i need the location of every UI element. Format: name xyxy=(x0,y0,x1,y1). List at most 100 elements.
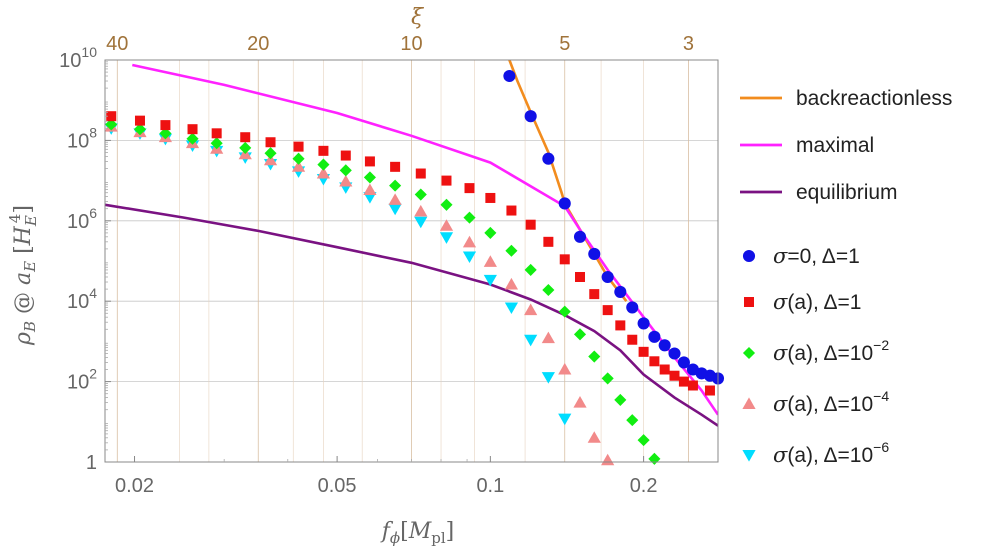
data-point xyxy=(364,156,375,167)
data-point xyxy=(615,320,626,331)
data-point xyxy=(601,270,614,284)
data-point xyxy=(439,219,454,231)
y-tick-label: 106 xyxy=(67,205,97,233)
data-point xyxy=(602,305,613,316)
data-point xyxy=(363,171,376,184)
data-point xyxy=(588,350,601,363)
data-point xyxy=(265,137,276,148)
data-point xyxy=(541,331,555,344)
marker-layer xyxy=(104,69,725,466)
curve-backreactionless xyxy=(508,59,628,302)
legend-label: σ=0, Δ=1 xyxy=(773,244,860,268)
data-point xyxy=(637,317,650,330)
legend-label: backreactionless xyxy=(796,87,952,110)
data-point xyxy=(658,339,671,352)
data-point xyxy=(558,413,572,426)
data-point xyxy=(542,152,555,165)
data-point xyxy=(463,211,476,224)
data-point xyxy=(240,132,251,143)
legend-label: σ(a), Δ=10−2 xyxy=(773,337,889,365)
legend-label: equilibrium xyxy=(796,181,898,204)
y-axis-label-group: ρB @ aE [HE4] xyxy=(6,205,40,346)
axis-layer: 1 102 104 106 108 1010 0.02 0.05 0.1 0.2 40 20 10 5 3 xyxy=(59,33,694,497)
data-point xyxy=(626,414,639,427)
data-point xyxy=(524,303,538,316)
data-point xyxy=(388,203,402,216)
data-point xyxy=(485,192,496,203)
top-tick-label: 5 xyxy=(559,33,570,55)
legend-marker xyxy=(742,450,756,462)
grid-layer xyxy=(105,60,718,462)
top-tick-label: 10 xyxy=(400,33,422,55)
data-point xyxy=(637,434,650,447)
x-axis-label: fϕ[Mpl] xyxy=(380,519,455,547)
data-point xyxy=(106,111,117,122)
legend-marker xyxy=(742,346,756,360)
data-point xyxy=(340,150,351,161)
y-tick-label: 1 xyxy=(86,452,97,474)
legend: backreactionless maximal equilibrium σ=0, Δ… xyxy=(740,87,952,467)
data-point xyxy=(648,330,661,343)
data-point xyxy=(575,271,586,282)
data-point xyxy=(389,179,402,192)
data-point xyxy=(524,334,538,347)
x-tick-label: 0.02 xyxy=(115,475,154,497)
data-point xyxy=(558,362,572,375)
y-tick-label: 1010 xyxy=(59,44,97,72)
data-point xyxy=(573,230,587,243)
data-point xyxy=(440,198,453,211)
data-point xyxy=(339,164,352,177)
data-point xyxy=(462,235,477,248)
data-point xyxy=(292,152,305,165)
data-point xyxy=(134,115,145,126)
data-point xyxy=(504,277,519,290)
data-point xyxy=(525,219,536,230)
data-point xyxy=(601,372,614,385)
data-point xyxy=(211,128,222,139)
data-point xyxy=(293,141,304,152)
data-point xyxy=(687,380,698,391)
data-point xyxy=(160,120,171,131)
data-point xyxy=(483,274,497,287)
data-point xyxy=(573,396,587,408)
x-tick-label: 0.2 xyxy=(630,475,658,497)
data-point xyxy=(263,153,278,166)
data-point xyxy=(614,285,627,298)
data-point xyxy=(414,204,428,217)
data-point xyxy=(668,347,681,360)
data-point xyxy=(414,216,428,229)
data-point xyxy=(439,232,454,244)
data-point xyxy=(388,193,402,205)
data-point xyxy=(316,166,331,179)
data-point xyxy=(264,147,277,160)
data-point xyxy=(105,118,118,131)
data-point xyxy=(524,110,537,123)
legend-marker xyxy=(744,297,754,307)
y-tick-label: 102 xyxy=(67,366,97,394)
data-point xyxy=(543,236,554,247)
data-point xyxy=(505,244,518,257)
data-point xyxy=(589,289,600,300)
data-point xyxy=(648,452,661,465)
data-point xyxy=(339,174,353,187)
x-tick-label: 0.1 xyxy=(476,475,504,497)
data-point xyxy=(558,305,571,318)
data-point xyxy=(317,158,330,171)
data-point xyxy=(524,263,537,276)
legend-marker xyxy=(742,397,756,409)
y-tick-label: 108 xyxy=(67,124,97,152)
data-point xyxy=(588,247,601,260)
data-point xyxy=(627,334,638,345)
data-point xyxy=(414,188,427,201)
curve-equilibrium xyxy=(105,203,718,427)
y-tick-label: 104 xyxy=(67,285,97,313)
data-point xyxy=(483,255,497,267)
top-tick-label: 40 xyxy=(106,33,128,55)
data-point xyxy=(464,183,475,194)
data-point xyxy=(626,301,639,314)
data-point xyxy=(659,364,670,375)
legend-marker xyxy=(742,249,756,263)
data-point xyxy=(484,226,497,239)
data-point xyxy=(239,141,252,154)
